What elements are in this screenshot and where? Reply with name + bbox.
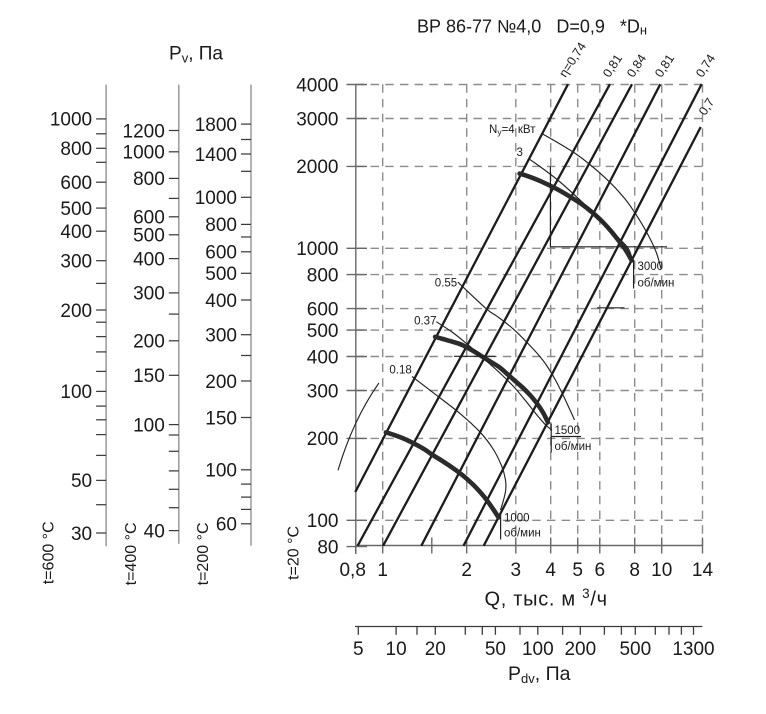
- svg-text:об/мин: об/мин: [638, 278, 675, 290]
- svg-text:500: 500: [307, 321, 339, 342]
- svg-text:1: 1: [377, 560, 388, 581]
- svg-text:1300: 1300: [672, 639, 714, 660]
- svg-text:Nу=4 кВт: Nу=4 кВт: [489, 124, 536, 137]
- svg-text:об/мин: об/мин: [555, 441, 592, 453]
- svg-text:50: 50: [485, 639, 506, 660]
- svg-text:Pv, Па: Pv, Па: [169, 44, 223, 66]
- svg-text:100: 100: [60, 382, 92, 403]
- svg-text:1200: 1200: [123, 121, 165, 142]
- svg-text:600: 600: [133, 208, 165, 229]
- svg-text:300: 300: [205, 326, 237, 347]
- svg-text:ВР 86-77 №4,0 D=0,9 *Dн: ВР 86-77 №4,0 D=0,9 *Dн: [417, 17, 647, 38]
- svg-text:14: 14: [692, 560, 714, 581]
- svg-text:3000: 3000: [638, 261, 664, 273]
- svg-text:Pdv, Па: Pdv, Па: [508, 663, 571, 686]
- svg-text:100: 100: [205, 461, 237, 482]
- svg-text:600: 600: [205, 243, 237, 264]
- svg-text:Q, тыс. м 3/ч: Q, тыс. м 3/ч: [485, 586, 608, 611]
- svg-text:1000: 1000: [50, 110, 92, 131]
- svg-text:6: 6: [595, 560, 606, 581]
- svg-text:1000: 1000: [504, 513, 530, 525]
- svg-text:0.18: 0.18: [389, 365, 411, 377]
- svg-text:200: 200: [205, 372, 237, 393]
- svg-text:3000: 3000: [296, 109, 338, 130]
- svg-text:400: 400: [205, 291, 237, 312]
- svg-text:100: 100: [522, 639, 554, 660]
- svg-text:1800: 1800: [195, 115, 237, 136]
- svg-text:3: 3: [511, 560, 522, 581]
- svg-text:200: 200: [564, 639, 596, 660]
- svg-text:200: 200: [307, 429, 339, 450]
- svg-text:300: 300: [133, 284, 165, 305]
- svg-text:3: 3: [517, 147, 523, 159]
- svg-text:100: 100: [133, 415, 165, 436]
- svg-text:4: 4: [545, 560, 556, 581]
- svg-text:2: 2: [461, 560, 472, 581]
- svg-text:60: 60: [216, 515, 237, 536]
- svg-text:100: 100: [307, 511, 339, 532]
- svg-text:500: 500: [205, 264, 237, 285]
- svg-text:500: 500: [60, 199, 92, 220]
- svg-text:t=20 °C: t=20 °C: [285, 526, 302, 580]
- svg-text:10: 10: [386, 639, 407, 660]
- svg-text:600: 600: [60, 173, 92, 194]
- svg-text:200: 200: [133, 332, 165, 353]
- svg-text:1000: 1000: [195, 188, 237, 209]
- svg-text:1400: 1400: [195, 145, 237, 166]
- svg-text:0,8: 0,8: [339, 560, 365, 581]
- svg-text:5: 5: [572, 560, 583, 581]
- svg-text:400: 400: [133, 249, 165, 270]
- svg-text:10: 10: [651, 560, 672, 581]
- svg-text:800: 800: [133, 169, 165, 190]
- svg-text:150: 150: [205, 408, 237, 429]
- svg-text:8: 8: [629, 560, 640, 581]
- svg-text:300: 300: [60, 252, 92, 273]
- svg-text:1500: 1500: [555, 425, 581, 437]
- svg-text:30: 30: [71, 524, 92, 545]
- svg-text:0.55: 0.55: [435, 278, 457, 290]
- svg-text:800: 800: [60, 139, 92, 160]
- svg-text:150: 150: [133, 366, 165, 387]
- svg-text:500: 500: [619, 639, 651, 660]
- svg-text:200: 200: [60, 301, 92, 322]
- svg-text:1000: 1000: [296, 239, 338, 260]
- svg-text:400: 400: [307, 347, 339, 368]
- svg-text:50: 50: [71, 471, 92, 492]
- svg-text:t=200 °C: t=200 °C: [195, 522, 212, 585]
- svg-text:800: 800: [307, 265, 339, 286]
- svg-text:400: 400: [60, 222, 92, 243]
- svg-text:0.37: 0.37: [414, 316, 436, 328]
- svg-text:t=600 °C: t=600 °C: [41, 521, 58, 584]
- svg-text:40: 40: [144, 521, 165, 542]
- svg-text:80: 80: [317, 537, 338, 558]
- svg-text:t=400 °C: t=400 °C: [123, 522, 140, 585]
- svg-text:1000: 1000: [123, 143, 165, 164]
- svg-text:об/мин: об/мин: [504, 528, 541, 540]
- svg-text:5: 5: [353, 639, 364, 660]
- svg-text:4000: 4000: [296, 75, 338, 96]
- svg-text:300: 300: [307, 381, 339, 402]
- svg-text:500: 500: [133, 226, 165, 247]
- svg-text:2000: 2000: [296, 157, 338, 178]
- svg-text:800: 800: [205, 215, 237, 236]
- svg-text:20: 20: [425, 639, 446, 660]
- svg-text:600: 600: [307, 299, 339, 320]
